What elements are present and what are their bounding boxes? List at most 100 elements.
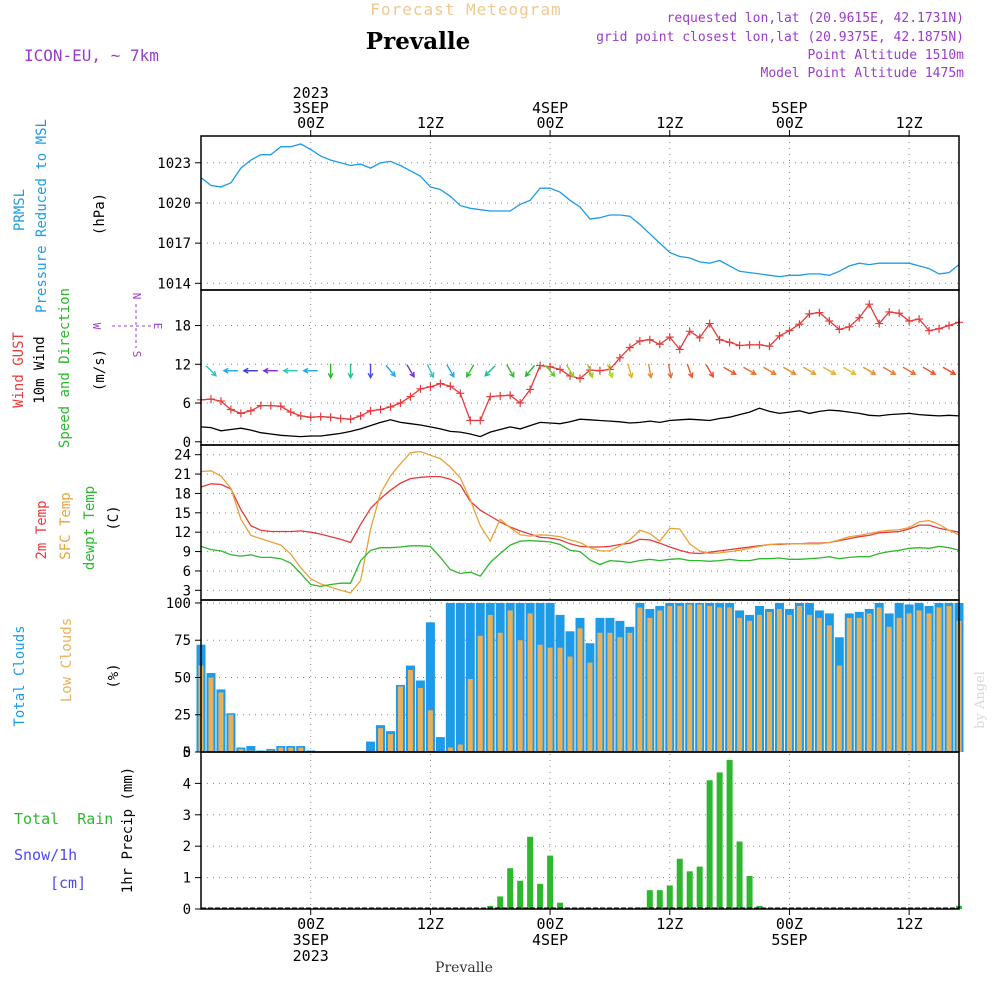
gust-marker (396, 399, 405, 408)
chart-title: Forecast Meteogram (370, 0, 561, 19)
total-cloud-bar (425, 622, 435, 752)
wind-direction-arrow (743, 366, 756, 375)
low-cloud-bar (427, 710, 433, 752)
cloud-unit: (%) (106, 663, 122, 688)
total-cloud-bar (366, 741, 376, 752)
gust-marker (226, 405, 235, 414)
low-cloud-bar (826, 625, 832, 752)
wind-direction-arrowhead (347, 373, 354, 380)
wind-direction-arrowhead (390, 371, 396, 378)
total-cloud-bar (445, 602, 455, 752)
rain-bar (756, 905, 763, 909)
gust-marker (935, 324, 944, 333)
low-cloud-bar (208, 677, 214, 752)
rain-bar (726, 759, 733, 909)
gust-marker (416, 384, 425, 393)
top-time-label: 12Z (896, 114, 923, 132)
wind-direction-arrow (723, 366, 737, 375)
rain-bar (696, 866, 703, 909)
precip-tick-label: 5 (183, 745, 191, 761)
pressure-labels: PRMSL Pressure Reduced to MSL (hPa) (12, 119, 108, 313)
low-cloud-bar (747, 620, 753, 752)
wind-direction-arrowhead (850, 369, 857, 375)
rain-bar (656, 890, 663, 909)
low-cloud-bar (228, 714, 234, 752)
wind-direction-arrowhead (428, 372, 435, 379)
gridpoint-coords: grid point closest lon,lat (20.9375E, 42… (596, 30, 964, 45)
cloud-label-total: Total Clouds (12, 625, 28, 726)
gust-marker (276, 402, 285, 411)
low-cloud-bar (288, 747, 294, 752)
low-cloud-bar (936, 607, 942, 752)
wind-direction-arrowhead (950, 369, 957, 375)
wind-direction-arrowhead (810, 369, 817, 375)
gust-marker (815, 308, 824, 317)
low-cloud-bar (527, 613, 533, 752)
low-cloud-bar (447, 747, 453, 752)
wind-direction-arrowhead (302, 367, 309, 374)
wind-direction-arrowhead (588, 372, 594, 379)
low-cloud-bar (896, 617, 902, 752)
gust-marker (755, 340, 764, 349)
gust-marker (685, 327, 694, 336)
rain-bar (736, 841, 743, 909)
wind-direction-arrow (586, 363, 594, 378)
gust-marker (536, 361, 545, 370)
gust-marker (635, 337, 644, 346)
gust-marker (865, 300, 874, 309)
temp-tick-label: 12 (174, 525, 191, 541)
wind-label-10m: 10m Wind (32, 336, 48, 403)
rain-bar (547, 855, 554, 909)
low-cloud-bar (457, 744, 463, 752)
low-cloud-bar (627, 632, 633, 752)
footer-location: Prevalle (435, 960, 493, 976)
gust-marker (386, 402, 395, 411)
wind-labels: Wind GUST 10m Wind Speed and Direction (… (11, 288, 164, 448)
wind-direction-arrow (606, 363, 613, 378)
rain-bar (537, 883, 544, 909)
wind-direction-arrowhead (730, 369, 737, 375)
wind-direction-arrowhead (687, 372, 694, 379)
wind-direction-arrowhead (210, 370, 217, 377)
wind-direction-arrowhead (222, 367, 229, 374)
bottom-time-label: 00Z (297, 915, 324, 933)
wind-direction-arrowhead (627, 372, 634, 379)
temp-unit: (C) (106, 505, 122, 530)
wind-tick-label: 6 (183, 396, 191, 412)
dewpoint-line (200, 539, 960, 588)
precip-tick-label: 0 (183, 902, 191, 918)
gust-marker (266, 401, 275, 410)
wind-direction-arrow (802, 366, 816, 375)
wind-direction-arrowhead (466, 371, 472, 379)
temp-tick-label: 3 (183, 583, 191, 599)
bottom-time-label: 5SEP (771, 931, 807, 949)
gust-marker (775, 331, 784, 340)
wind-direction-arrow (763, 366, 776, 375)
temp-sfc-line (200, 450, 960, 594)
low-cloud-bar (517, 640, 523, 752)
wind-direction-arrowhead (647, 372, 654, 380)
bottom-time-label: 00Z (537, 915, 564, 933)
gust-marker (705, 319, 714, 328)
total-cloud-bar (266, 749, 276, 752)
precip-tick-label: 4 (183, 776, 191, 792)
rain-bar (527, 836, 534, 909)
rain-bar (497, 896, 504, 909)
compass-w: W (90, 323, 103, 330)
wind-direction-arrowhead (242, 367, 249, 374)
low-cloud-bar (717, 607, 723, 752)
gust-marker (655, 340, 664, 349)
temp-frame (200, 444, 960, 601)
gust-marker (306, 413, 315, 422)
wind-direction-arrow (446, 364, 455, 378)
gust-marker (206, 395, 215, 404)
gust-marker (785, 326, 794, 335)
gust-marker (875, 319, 884, 328)
low-cloud-bar (218, 692, 224, 752)
wind-frame (200, 289, 960, 446)
rain-bar (676, 858, 683, 909)
bottom-time-label: 4SEP (532, 931, 568, 949)
precip-tick-label: 2 (183, 839, 191, 855)
rain-bar (507, 868, 514, 909)
